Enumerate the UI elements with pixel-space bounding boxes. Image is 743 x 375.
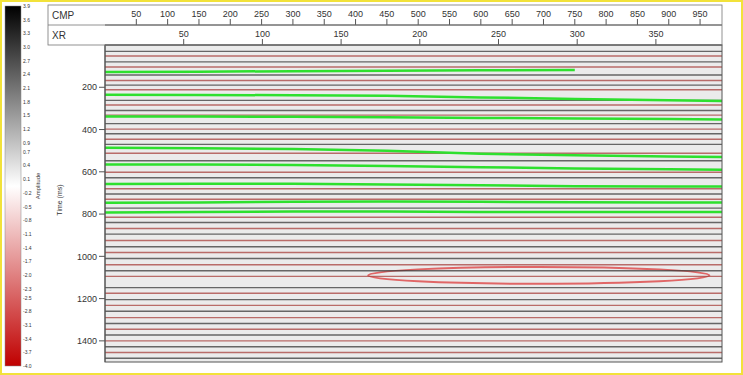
svg-text:300: 300 bbox=[285, 9, 300, 19]
svg-text:-0.8: -0.8 bbox=[23, 217, 32, 223]
svg-text:1.5: 1.5 bbox=[23, 112, 30, 118]
svg-text:950: 950 bbox=[693, 9, 708, 19]
svg-text:250: 250 bbox=[491, 29, 506, 39]
svg-text:2.4: 2.4 bbox=[23, 71, 30, 77]
svg-text:250: 250 bbox=[254, 9, 269, 19]
svg-text:1400: 1400 bbox=[77, 336, 97, 346]
svg-text:-1.4: -1.4 bbox=[23, 245, 32, 251]
svg-text:600: 600 bbox=[473, 9, 488, 19]
svg-text:800: 800 bbox=[82, 209, 97, 219]
svg-text:900: 900 bbox=[661, 9, 676, 19]
svg-text:1000: 1000 bbox=[77, 252, 97, 262]
svg-text:1.2: 1.2 bbox=[23, 126, 30, 132]
svg-text:650: 650 bbox=[505, 9, 520, 19]
svg-text:3.9: 3.9 bbox=[23, 3, 30, 9]
svg-text:2.7: 2.7 bbox=[23, 58, 30, 64]
svg-text:-1.1: -1.1 bbox=[23, 231, 32, 237]
svg-text:0.9: 0.9 bbox=[23, 140, 30, 146]
svg-text:-2.8: -2.8 bbox=[23, 308, 32, 314]
svg-text:1.8: 1.8 bbox=[23, 99, 30, 105]
svg-text:-3.4: -3.4 bbox=[23, 336, 32, 342]
svg-text:Time (ms): Time (ms) bbox=[56, 184, 64, 215]
svg-text:200: 200 bbox=[223, 9, 238, 19]
svg-text:800: 800 bbox=[599, 9, 614, 19]
svg-text:300: 300 bbox=[570, 29, 585, 39]
svg-text:-0.5: -0.5 bbox=[23, 204, 32, 210]
svg-text:100: 100 bbox=[255, 29, 270, 39]
svg-text:150: 150 bbox=[191, 9, 206, 19]
svg-text:350: 350 bbox=[317, 9, 332, 19]
svg-text:Amplitude: Amplitude bbox=[35, 172, 41, 199]
svg-text:450: 450 bbox=[379, 9, 394, 19]
svg-text:500: 500 bbox=[411, 9, 426, 19]
svg-text:350: 350 bbox=[648, 29, 663, 39]
svg-text:50: 50 bbox=[179, 29, 189, 39]
svg-text:-4.0: -4.0 bbox=[23, 363, 32, 369]
svg-text:-0.2: -0.2 bbox=[23, 190, 32, 196]
svg-text:100: 100 bbox=[160, 9, 175, 19]
svg-text:750: 750 bbox=[567, 9, 582, 19]
svg-text:200: 200 bbox=[82, 82, 97, 92]
svg-text:-2.0: -2.0 bbox=[23, 272, 32, 278]
svg-text:0.1: 0.1 bbox=[23, 176, 30, 182]
svg-text:3.6: 3.6 bbox=[23, 17, 30, 23]
svg-text:-2.5: -2.5 bbox=[23, 295, 32, 301]
svg-text:600: 600 bbox=[82, 167, 97, 177]
svg-text:0.7: 0.7 bbox=[23, 149, 30, 155]
svg-text:150: 150 bbox=[334, 29, 349, 39]
svg-text:400: 400 bbox=[82, 125, 97, 135]
svg-text:0.4: 0.4 bbox=[23, 162, 30, 168]
svg-text:3.0: 3.0 bbox=[23, 44, 30, 50]
svg-text:-2.3: -2.3 bbox=[23, 286, 32, 292]
svg-text:2.1: 2.1 bbox=[23, 85, 30, 91]
svg-text:1200: 1200 bbox=[77, 294, 97, 304]
svg-text:-1.7: -1.7 bbox=[23, 258, 32, 264]
svg-text:550: 550 bbox=[442, 9, 457, 19]
svg-text:50: 50 bbox=[131, 9, 141, 19]
svg-text:200: 200 bbox=[412, 29, 427, 39]
svg-text:700: 700 bbox=[536, 9, 551, 19]
svg-text:-3.7: -3.7 bbox=[23, 349, 32, 355]
svg-text:3.3: 3.3 bbox=[23, 30, 30, 36]
svg-text:CMP: CMP bbox=[52, 10, 75, 21]
svg-text:400: 400 bbox=[348, 9, 363, 19]
svg-text:-3.1: -3.1 bbox=[23, 322, 32, 328]
svg-text:850: 850 bbox=[630, 9, 645, 19]
svg-text:XR: XR bbox=[52, 30, 66, 41]
